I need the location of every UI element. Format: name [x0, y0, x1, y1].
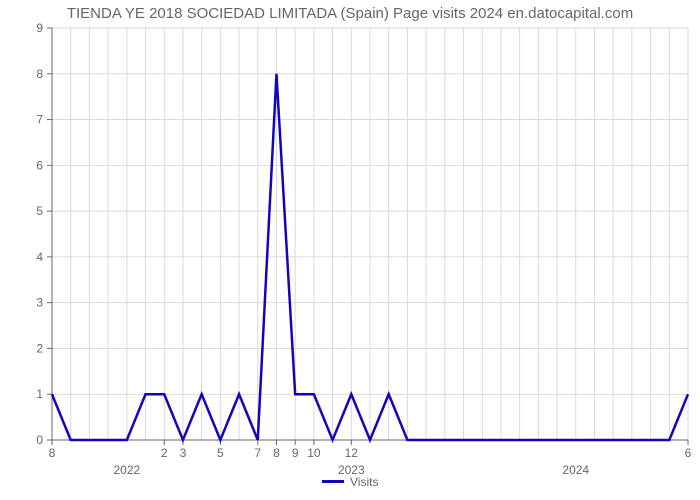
- y-tick-label: 5: [36, 204, 43, 218]
- chart-title: TIENDA YE 2018 SOCIEDAD LIMITADA (Spain)…: [67, 5, 633, 22]
- y-tick-label: 3: [36, 296, 43, 310]
- legend-label: Visits: [350, 475, 378, 489]
- y-tick-label: 2: [36, 341, 43, 355]
- x-tick-label: 8: [273, 446, 280, 460]
- y-tick-label: 7: [36, 113, 43, 127]
- y-tick-label: 0: [36, 433, 43, 447]
- x-tick-label: 9: [292, 446, 299, 460]
- x-tick-label: 7: [254, 446, 261, 460]
- x-tick-label: 2: [161, 446, 168, 460]
- x-year-label: 2024: [562, 463, 589, 477]
- visits-chart: 0123456789823578910126202220232024TIENDA…: [0, 0, 700, 500]
- x-year-label: 2022: [113, 463, 140, 477]
- x-tick-label: 5: [217, 446, 224, 460]
- y-tick-label: 9: [36, 21, 43, 35]
- x-tick-label: 12: [345, 446, 359, 460]
- y-tick-label: 4: [36, 250, 43, 264]
- x-tick-label: 10: [307, 446, 321, 460]
- legend-swatch: [322, 480, 344, 483]
- y-tick-label: 1: [36, 387, 43, 401]
- y-tick-label: 8: [36, 67, 43, 81]
- y-tick-label: 6: [36, 158, 43, 172]
- x-tick-label: 6: [685, 446, 692, 460]
- x-tick-label: 3: [180, 446, 187, 460]
- x-tick-label: 8: [49, 446, 56, 460]
